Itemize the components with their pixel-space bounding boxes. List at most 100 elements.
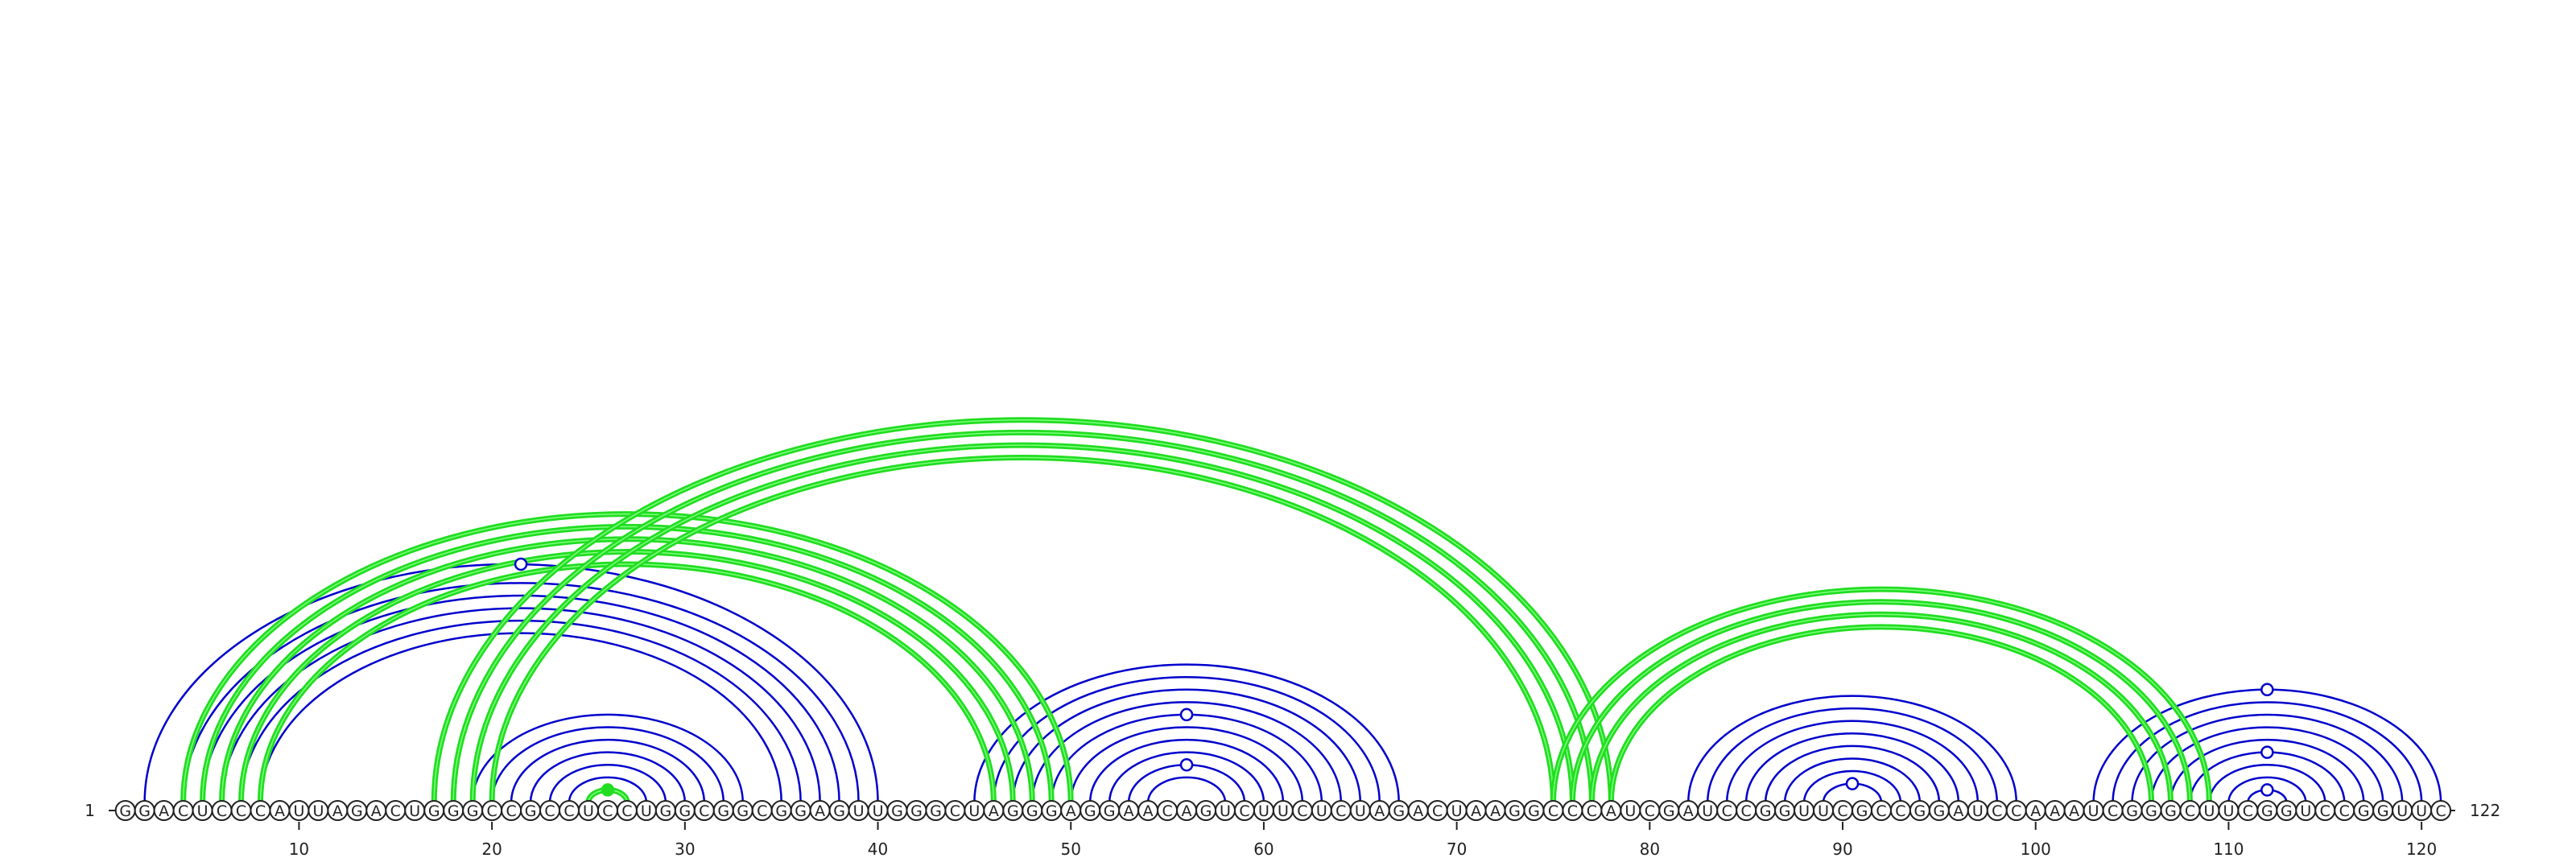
nucleotide: U bbox=[1813, 800, 1835, 821]
nucleotide-letter: C bbox=[544, 802, 555, 820]
nucleotide: C bbox=[1426, 800, 1448, 821]
nucleotide: C bbox=[2430, 800, 2452, 821]
tick-label: 50 bbox=[1061, 839, 1081, 858]
blue-pair-arc bbox=[1108, 751, 1265, 803]
nucleotide-letter: U bbox=[1451, 802, 1463, 820]
nucleotide-letter: G bbox=[737, 802, 749, 820]
nucleotide-letter: U bbox=[197, 802, 208, 820]
nucleotide-letter: A bbox=[1124, 802, 1134, 820]
nucleotide-letter: C bbox=[2339, 802, 2350, 820]
open-arc-marker bbox=[2260, 683, 2274, 697]
nucleotide-letter: G bbox=[1026, 802, 1038, 820]
nucleotide: C bbox=[1716, 800, 1738, 821]
nucleotide: A bbox=[1678, 800, 1699, 821]
nucleotide: U bbox=[1349, 800, 1371, 821]
nucleotide-letter: C bbox=[699, 802, 709, 820]
nucleotide: G bbox=[520, 800, 542, 821]
nucleotide: G bbox=[1928, 800, 1950, 821]
nucleotide-letter: U bbox=[1702, 802, 1713, 820]
nucleotide-letter: U bbox=[1798, 802, 1810, 820]
nucleotide: G bbox=[906, 800, 927, 821]
nucleotide: A bbox=[1060, 800, 1082, 821]
nucleotide: C bbox=[1581, 800, 1603, 821]
nucleotide: A bbox=[1368, 800, 1390, 821]
nucleotide: U bbox=[1272, 800, 1294, 821]
nucleotide: U bbox=[1697, 800, 1719, 821]
nucleotide: A bbox=[2063, 800, 2085, 821]
nucleotide: C bbox=[211, 800, 233, 821]
nucleotide: G bbox=[1041, 800, 1063, 821]
nucleotide-letter: U bbox=[2088, 802, 2099, 820]
nucleotide-letter: U bbox=[1316, 802, 1327, 820]
nucleotide: G bbox=[134, 800, 155, 821]
nucleotide-letter: G bbox=[2377, 802, 2389, 820]
nucleotide: A bbox=[1465, 800, 1487, 821]
blue-pair-arc bbox=[221, 607, 821, 803]
nucleotide: C bbox=[1736, 800, 1757, 821]
nucleotide-letter: C bbox=[506, 802, 516, 820]
nucleotide-letter: C bbox=[217, 802, 227, 820]
nucleotide-letter: C bbox=[255, 802, 266, 820]
nucleotide-letter: C bbox=[1567, 802, 1578, 820]
nucleotide-letter: G bbox=[2261, 802, 2273, 820]
tick-label: 60 bbox=[1253, 839, 1274, 858]
nucleotide: C bbox=[172, 800, 194, 821]
nucleotide: A bbox=[983, 800, 1005, 821]
nucleotide: C bbox=[2237, 800, 2259, 821]
nucleotide-letter: G bbox=[910, 802, 923, 820]
nucleotide-circle bbox=[2430, 800, 2452, 821]
tick-label: 10 bbox=[289, 839, 309, 858]
nucleotide-letter: A bbox=[1143, 802, 1154, 820]
blue-pair-arc bbox=[2208, 764, 2326, 803]
nucleotide-letter: A bbox=[1606, 802, 1616, 820]
nucleotide-letter: G bbox=[1084, 802, 1096, 820]
nucleotide-letter: G bbox=[1104, 802, 1116, 820]
nucleotide-letter: A bbox=[371, 802, 382, 820]
green-pair-arc-highlight bbox=[472, 444, 1574, 803]
blue-pair-arc bbox=[1012, 688, 1362, 803]
marker-layer bbox=[514, 557, 2274, 797]
open-arc-marker bbox=[514, 557, 528, 571]
nucleotide-letter: C bbox=[390, 802, 401, 820]
nucleotide: G bbox=[2372, 800, 2394, 821]
nucleotide-letter: C bbox=[950, 802, 960, 820]
nucleotide-letter: A bbox=[1066, 802, 1076, 820]
nucleotide-letter: U bbox=[293, 802, 304, 820]
nucleotide-letter: G bbox=[930, 802, 942, 820]
nucleotide: G bbox=[732, 800, 753, 821]
nucleotide-letter: U bbox=[1220, 802, 1231, 820]
nucleotide-letter: C bbox=[1162, 802, 1172, 820]
nucleotide: C bbox=[2334, 800, 2355, 821]
nucleotide: G bbox=[2140, 800, 2162, 821]
nucleotide-letter: U bbox=[1258, 802, 1269, 820]
nucleotide-letter: G bbox=[2165, 802, 2177, 820]
nucleotide-letter: U bbox=[1818, 802, 1829, 820]
nucleotide: C bbox=[597, 800, 618, 821]
open-arc-marker bbox=[1179, 707, 1194, 722]
nucleotide-letter: U bbox=[2203, 802, 2215, 820]
nucleotide-letter: A bbox=[1953, 802, 1963, 820]
blue-pair-arc bbox=[1069, 726, 1304, 803]
sequence-end-label: 122 bbox=[2470, 801, 2500, 820]
blue-pair-arc bbox=[1031, 701, 1343, 803]
nucleotide: G bbox=[1002, 800, 1024, 821]
nucleotide-letter: U bbox=[409, 802, 420, 820]
nucleotide-letter: C bbox=[2107, 802, 2118, 820]
nucleotide-letter: C bbox=[621, 802, 632, 820]
green-pair-arc-highlight bbox=[1552, 588, 2211, 803]
tick-label: 120 bbox=[2406, 839, 2437, 858]
nucleotide: C bbox=[1870, 800, 1892, 821]
green-pair-arc bbox=[1608, 624, 2155, 803]
nucleotide: G bbox=[1099, 800, 1121, 821]
nucleotide: C bbox=[616, 800, 638, 821]
blue-pair-arc bbox=[1725, 720, 1979, 803]
nucleotide: G bbox=[1909, 800, 1930, 821]
green-pair-arc bbox=[1588, 611, 2174, 803]
nucleotide-letter: G bbox=[1934, 802, 1946, 820]
nucleotide: C bbox=[1542, 800, 1564, 821]
green-pair-arc-highlight bbox=[491, 456, 1554, 803]
nucleotide-letter: U bbox=[2416, 802, 2427, 820]
nucleotide-letter: G bbox=[1779, 802, 1791, 820]
blue-pair-arc bbox=[1802, 769, 1902, 803]
nucleotide: G bbox=[346, 800, 368, 821]
